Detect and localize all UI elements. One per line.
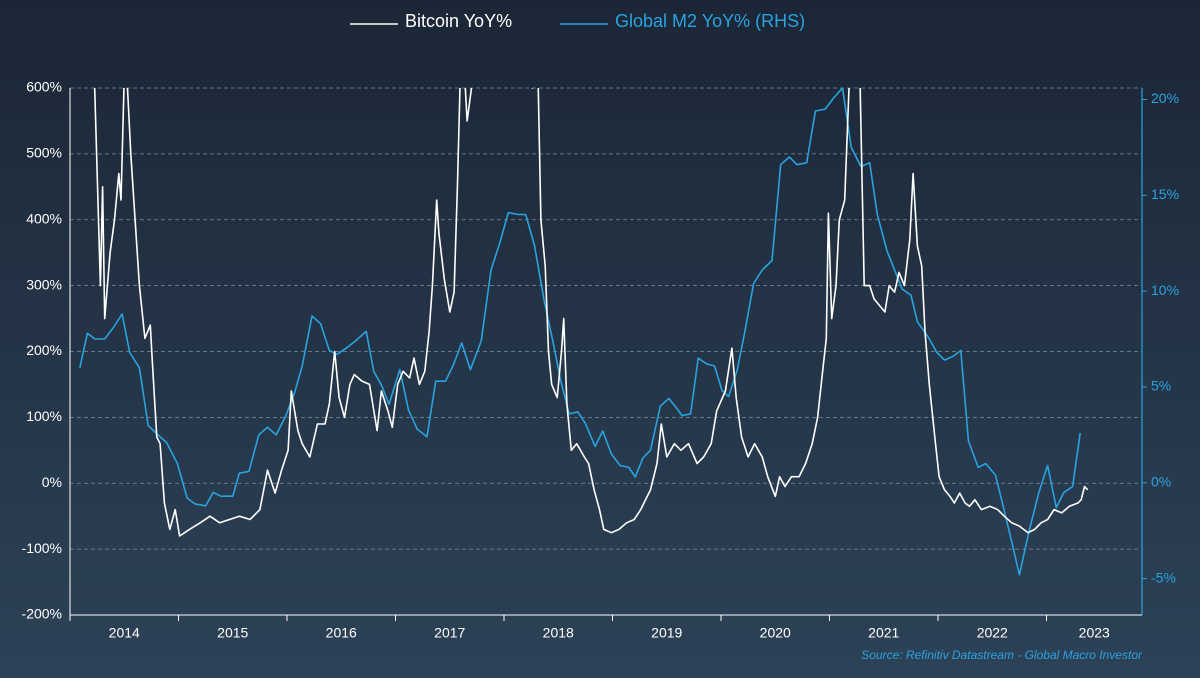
- y2-tick-label: 5%: [1151, 378, 1171, 394]
- x-tick-label: 2014: [109, 625, 140, 641]
- legend-label: Global M2 YoY% (RHS): [615, 11, 805, 31]
- y2-tick-label: 20%: [1151, 90, 1179, 106]
- y-tick-label: 400%: [26, 210, 62, 226]
- y-tick-label: 600%: [26, 79, 62, 95]
- y-tick-label: -100%: [22, 540, 62, 556]
- x-tick-label: 2016: [326, 625, 357, 641]
- x-tick-label: 2021: [868, 625, 899, 641]
- y-tick-label: -200%: [22, 606, 62, 622]
- y-tick-label: 300%: [26, 276, 62, 292]
- y-tick-label: 200%: [26, 342, 62, 358]
- y-tick-label: 100%: [26, 408, 62, 424]
- x-tick-label: 2023: [1079, 625, 1110, 641]
- x-tick-label: 2020: [760, 625, 791, 641]
- legend-label: Bitcoin YoY%: [405, 11, 512, 31]
- y2-tick-label: 10%: [1151, 282, 1179, 298]
- series-line: [79, 88, 1081, 576]
- x-tick-label: 2017: [434, 625, 465, 641]
- source-note: Source: Refinitiv Datastream - Global Ma…: [861, 648, 1143, 662]
- y2-tick-label: 0%: [1151, 473, 1171, 489]
- x-tick-label: 2018: [543, 625, 574, 641]
- x-tick-label: 2019: [651, 625, 682, 641]
- y-tick-label: 500%: [26, 145, 62, 161]
- x-tick-label: 2015: [217, 625, 248, 641]
- series-line: [93, 88, 1089, 537]
- y2-tick-label: -5%: [1151, 569, 1176, 585]
- y2-tick-label: 15%: [1151, 186, 1179, 202]
- y-tick-label: 0%: [42, 474, 62, 490]
- x-tick-label: 2022: [977, 625, 1008, 641]
